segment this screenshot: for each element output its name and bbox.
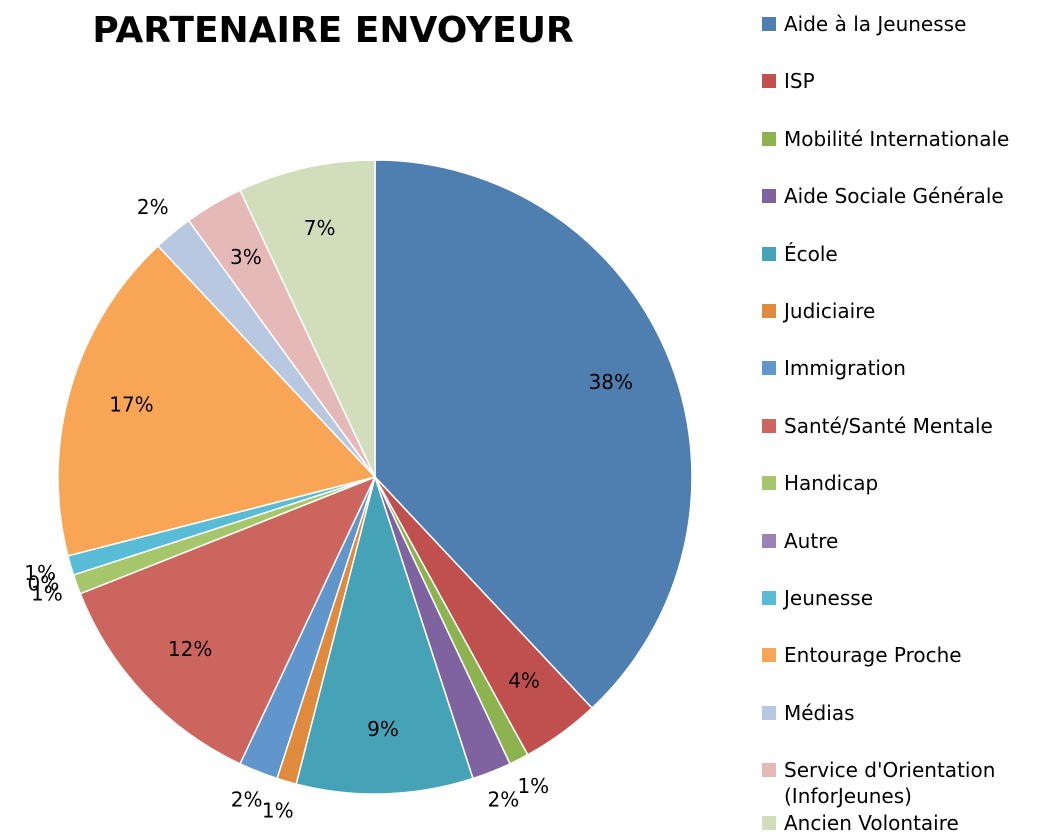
legend-label: Immigration xyxy=(784,356,906,381)
data-label: 1% xyxy=(24,561,56,585)
legend-label: École xyxy=(784,241,838,266)
legend-item: Autre xyxy=(762,528,1024,554)
data-label: 2% xyxy=(487,788,519,812)
data-label: 0% xyxy=(27,571,59,595)
legend-item: Médias xyxy=(762,700,1024,726)
pie-slice xyxy=(374,159,693,710)
data-label: 9% xyxy=(367,717,399,741)
legend-item: Immigration xyxy=(762,355,1024,381)
pie-slice xyxy=(79,475,377,765)
legend-item: Santé/Santé Mentale xyxy=(762,413,1024,439)
legend-swatch xyxy=(762,533,776,548)
data-label: 4% xyxy=(508,669,540,693)
legend-swatch xyxy=(762,17,776,31)
legend-item: Handicap xyxy=(762,470,1024,496)
legend-label: Médias xyxy=(784,700,855,725)
pie-slice xyxy=(57,244,377,557)
legend-label: Autre xyxy=(784,528,839,553)
data-label: 2% xyxy=(231,788,263,812)
legend-label: ISP xyxy=(784,69,815,94)
legend-item: Entourage Proche xyxy=(762,642,1024,668)
data-label: 1% xyxy=(262,798,294,822)
legend-swatch xyxy=(762,648,776,663)
legend-label: Handicap xyxy=(784,471,879,496)
legend-swatch xyxy=(762,304,776,318)
legend-swatch xyxy=(762,74,776,89)
legend-label: Ancien Volontaire xyxy=(784,811,959,835)
legend-swatch xyxy=(762,816,776,830)
legend-swatch xyxy=(762,705,776,720)
data-label: 3% xyxy=(230,245,262,269)
legend-item: Aide à la Jeunesse xyxy=(762,11,1024,37)
pie-slice xyxy=(295,474,474,795)
legend-swatch xyxy=(762,591,776,605)
legend-swatch xyxy=(762,476,776,491)
legend-item: Jeunesse xyxy=(762,585,1024,611)
data-label: 38% xyxy=(589,370,633,394)
legend-swatch xyxy=(762,246,776,261)
legend-label: Jeunesse xyxy=(784,586,874,610)
legend-label: Mobilité Internationale xyxy=(784,126,1010,151)
legend-label: Santé/Santé Mentale xyxy=(784,413,993,438)
legend-item: École xyxy=(762,241,1024,267)
data-label: 7% xyxy=(304,216,336,240)
legend-swatch xyxy=(762,418,776,433)
legend-label: Judiciaire xyxy=(784,299,876,323)
data-label: 2% xyxy=(137,195,169,219)
legend-label: Service d'Orientation (InforJeunes) xyxy=(784,758,996,809)
legend-swatch xyxy=(762,131,776,146)
pie-slice xyxy=(239,159,376,478)
legend-item: Aide Sociale Générale xyxy=(762,183,1024,209)
legend-label: Aide à la Jeunesse xyxy=(784,12,967,36)
chart-title: PARTENAIRE ENVOYEUR xyxy=(92,10,573,51)
data-label: 12% xyxy=(168,637,212,661)
legend-item: Judiciaire xyxy=(762,298,1024,324)
legend-swatch xyxy=(762,361,776,376)
data-label: 1% xyxy=(31,582,63,606)
legend-swatch xyxy=(762,189,776,204)
legend-item: Ancien Volontaire xyxy=(762,810,1024,836)
legend-swatch xyxy=(762,763,776,778)
data-label: 1% xyxy=(517,774,549,798)
data-label: 17% xyxy=(109,393,153,417)
legend-label: Entourage Proche xyxy=(784,643,962,668)
legend-label: Aide Sociale Générale xyxy=(784,184,1004,209)
legend-item: ISP xyxy=(762,68,1024,94)
legend-item: Mobilité Internationale xyxy=(762,126,1024,152)
legend-item: Service d'Orientation (InforJeunes) xyxy=(762,757,1024,809)
